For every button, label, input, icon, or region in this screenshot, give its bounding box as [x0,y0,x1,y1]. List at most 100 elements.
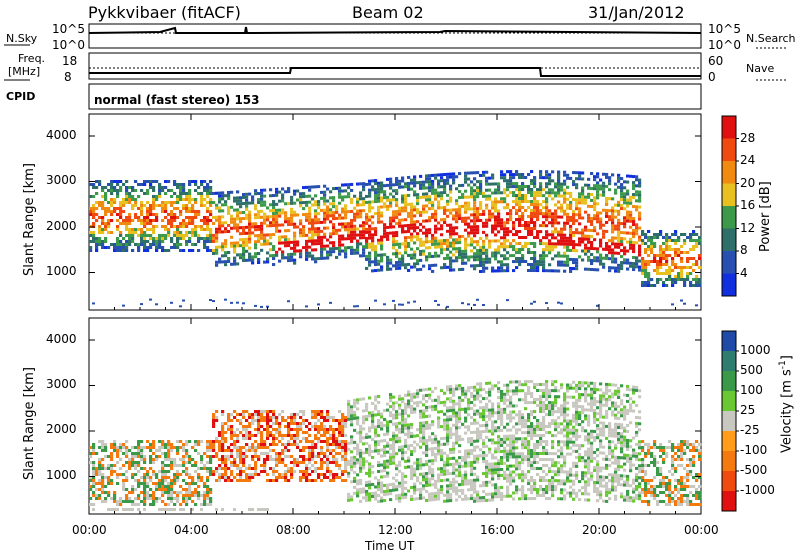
velocity-cell [92,470,96,473]
power-cell [665,242,669,245]
power-cell [431,239,435,243]
power-cell [542,236,546,240]
power-cell [116,180,120,183]
power-cell [239,256,243,260]
power-cell [308,221,312,225]
velocity-cell [281,452,285,455]
velocity-cell [410,468,414,472]
power-cell [434,218,438,222]
power-cell [401,242,405,246]
power-cell [257,261,261,265]
power-cell [176,225,180,228]
power-cell [272,263,276,267]
power-cell [461,258,465,262]
power-cell [161,240,165,243]
power-cell [380,259,384,263]
power-cell [308,245,312,249]
power-cell [602,247,606,251]
power-cell [653,284,657,287]
velocity-cell [221,473,225,476]
velocity-cell [92,508,95,511]
velocity-cell [236,419,240,422]
power-cell [374,230,378,234]
power-cell [344,255,348,259]
cpid-value: normal (fast stereo) 153 [94,93,260,107]
power-cell [542,248,546,252]
velocity-cell [185,452,189,455]
power-cell [191,231,195,234]
power-cell [245,207,249,211]
velocity-cell [143,508,146,511]
velocity-cell [143,473,147,476]
velocity-cell [443,466,447,470]
velocity-cell [224,461,228,464]
noise-tick-bottom-right: 10^0 [708,38,741,52]
power-cell [113,243,117,246]
velocity-cell [128,508,131,511]
velocity-cell [425,423,429,427]
power-cell [497,266,501,270]
power-cell [530,242,534,246]
power-cell [440,224,444,228]
velocity-cell [344,458,348,461]
power-cell [176,243,180,246]
power-cell [635,259,639,263]
velocity-cell [434,404,438,408]
velocity-cell [284,443,288,446]
velocity-cell [362,457,366,461]
power-cell [290,201,294,205]
power-cell [257,237,261,241]
power-cell [290,207,294,211]
velocity-cell [437,440,441,444]
power-cell [134,231,138,234]
velocity-cell [89,455,93,458]
velocity-cell [149,467,153,470]
power-cell [338,228,342,232]
velocity-cell [131,473,135,476]
power-cell [488,194,492,198]
velocity-cell [326,410,330,413]
velocity-cell [170,446,174,449]
power-cell [95,246,99,249]
power-cell [221,203,225,207]
power-cell [647,272,651,275]
power-cell [272,215,276,219]
velocity-cell [359,439,363,443]
power-cell [308,251,312,255]
power-cell [626,198,630,202]
power-cell [626,204,630,208]
power-cell [323,211,327,215]
power-cell [629,216,633,220]
power-cell [674,230,678,233]
power-cell [392,195,396,199]
power-cell [392,225,396,229]
power-cell [524,260,528,264]
velocity-cell [431,420,435,424]
velocity-cell [272,473,276,476]
power-cell [548,251,552,255]
power-cell [452,232,456,236]
velocity-cell [287,434,291,437]
power-cell [599,211,603,215]
power-cell [437,200,441,204]
power-cell [173,207,177,210]
power-cell [374,257,378,261]
power-cell [479,173,483,177]
power-cell [581,198,585,202]
power-cell [476,240,480,244]
velocity-cell [332,443,336,446]
power-cell [515,230,519,234]
power-cell [494,269,498,273]
velocity-cell [137,497,141,500]
power-cell [410,247,414,251]
velocity-cell [116,446,120,449]
power-cell [98,228,102,231]
power-cell [98,180,102,183]
power-cell [419,252,423,256]
power-cell [440,185,444,189]
power-cell [386,225,390,229]
power-cell [536,236,540,240]
velocity-cell [353,458,357,462]
velocity-cell [302,422,306,425]
velocity-cell [371,422,375,426]
